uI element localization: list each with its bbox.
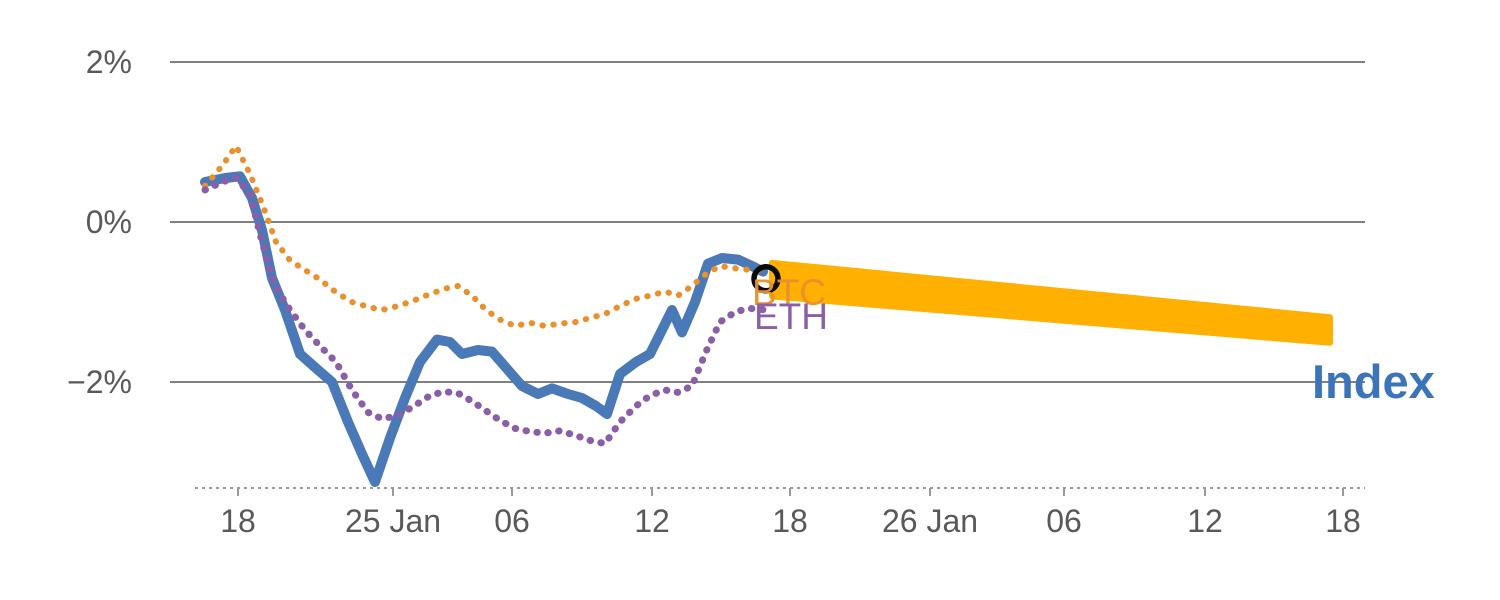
x-tick-label: 18 bbox=[220, 503, 256, 539]
series-line-eth bbox=[201, 174, 770, 448]
y-tick-label: −2% bbox=[67, 364, 132, 400]
endpoint-marker bbox=[751, 264, 781, 294]
x-tick-label: 25 Jan bbox=[345, 503, 441, 539]
projection-band bbox=[769, 259, 1333, 346]
x-tick-label: 06 bbox=[1046, 503, 1082, 539]
y-tick-label: 2% bbox=[86, 44, 132, 80]
series-line-index bbox=[200, 171, 768, 487]
x-tick-label: 12 bbox=[1187, 503, 1223, 539]
x-tick-label: 12 bbox=[634, 503, 670, 539]
series-line-btc bbox=[202, 143, 769, 329]
x-tick-label: 26 Jan bbox=[882, 503, 978, 539]
x-tick-label: 18 bbox=[772, 503, 808, 539]
y-tick-label: 0% bbox=[86, 204, 132, 240]
x-tick-label: 18 bbox=[1325, 503, 1361, 539]
x-tick-label: 06 bbox=[494, 503, 530, 539]
